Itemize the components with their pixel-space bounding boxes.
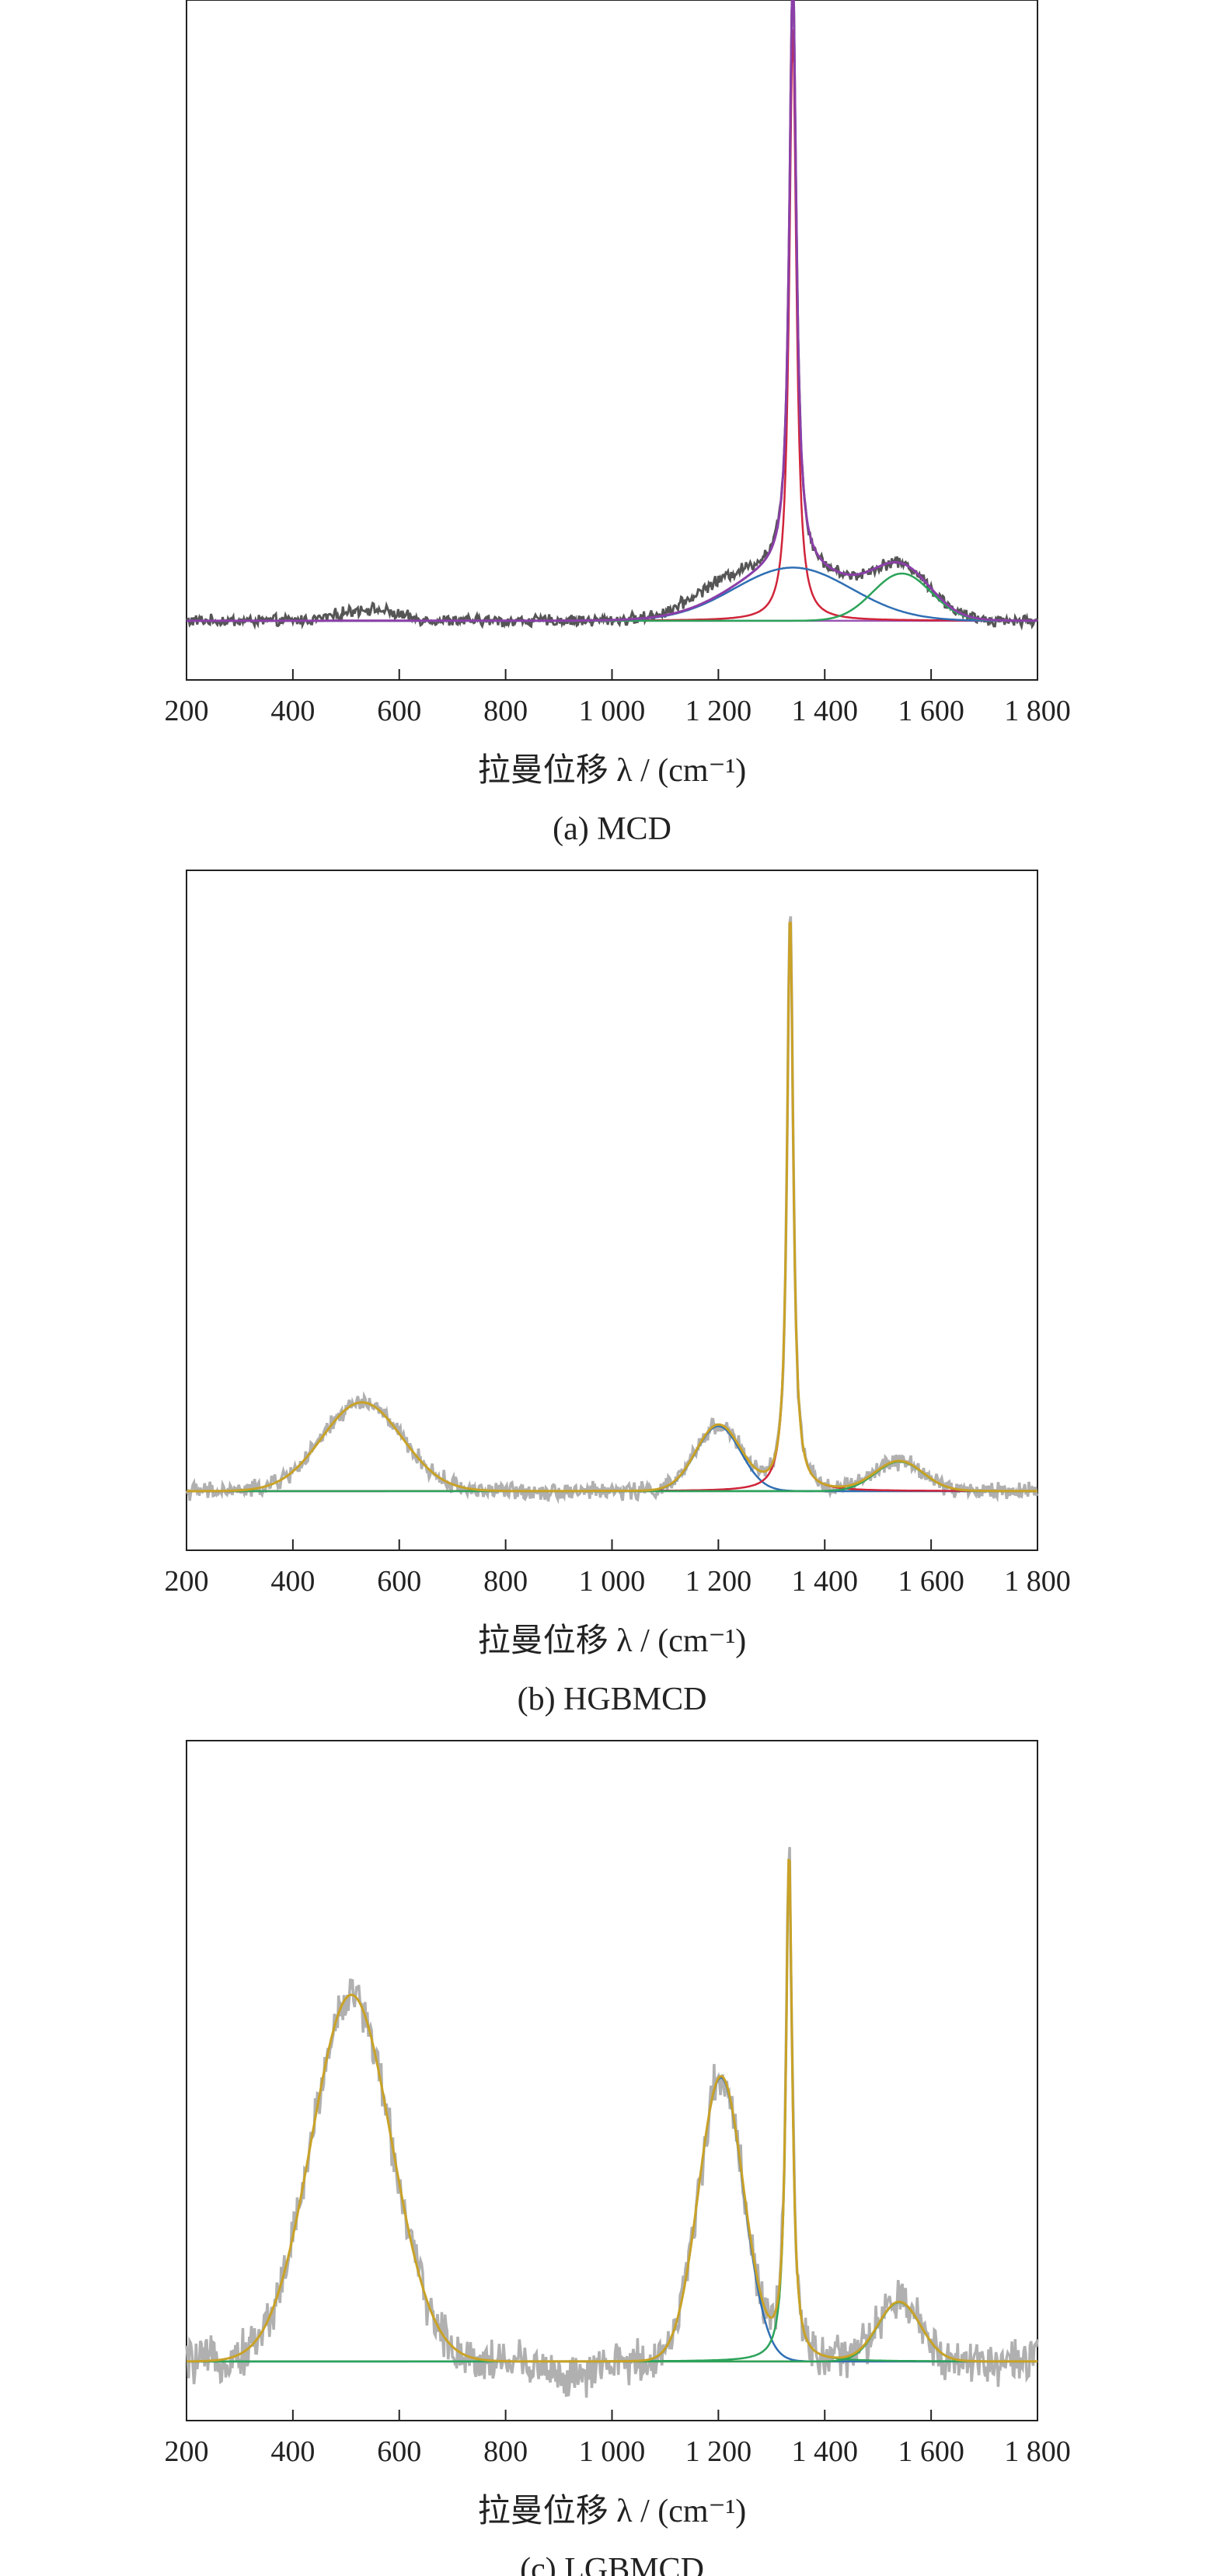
x-ticks: 200 400 600 800 1 000 1 200 1 400 1 600 1 800 [165,1539,1071,1598]
x-tick-label: 800 [483,2435,528,2468]
series-layer [185,0,1039,631]
x-tick-label: 400 [270,2435,315,2468]
x-tick-label: 600 [377,1565,421,1598]
x-tick-label: 1 600 [898,695,964,727]
x-tick-label: 1 200 [685,1565,752,1598]
x-tick-label: 800 [483,695,528,727]
panel-caption: (a) MCD [553,811,671,847]
x-tick-label: 600 [377,2435,421,2468]
x-tick-label: 600 [377,695,421,727]
x-tick-label: 1 800 [1004,695,1071,727]
component-peak-3 [187,922,1037,1493]
x-tick-label: 1 000 [579,2435,646,2468]
component-peak-1 [187,1993,1037,2363]
x-tick-label: 1 000 [579,1565,646,1598]
component-peak-1 [187,29,1037,622]
x-tick-label: 1 200 [685,2435,752,2468]
chart-panel-c: 200 400 600 800 1 000 1 200 1 400 1 600 1 800 拉曼… [165,1740,1071,2576]
fit-envelope-line [187,922,1037,1493]
x-tick-label: 400 [270,695,315,727]
x-tick-label: 200 [165,2435,209,2468]
plot-frame [186,0,1038,681]
x-tick-label: 1 400 [792,2435,859,2468]
x-tick-label: 1 600 [898,2435,964,2468]
x-tick-label: 1 000 [579,695,646,727]
measured-spectrum-line [185,916,1039,1504]
x-tick-label: 1 600 [898,1565,964,1598]
chart-panel-b: 200 400 600 800 1 000 1 200 1 400 1 600 1 800 拉曼… [165,870,1071,1717]
fit-envelope-line [187,0,1037,622]
x-axis-label: 拉曼位移 λ / (cm⁻¹) [478,752,747,789]
x-axis-label: 拉曼位移 λ / (cm⁻¹) [478,2493,747,2529]
x-tick-label: 1 800 [1004,1565,1071,1598]
x-tick-label: 1 400 [792,695,859,727]
x-axis-label: 拉曼位移 λ / (cm⁻¹) [478,1623,747,1659]
x-tick-label: 400 [270,1565,315,1598]
measured-spectrum-line [185,0,1039,631]
x-tick-label: 1 800 [1004,2435,1071,2468]
series-layer [185,916,1039,1504]
chart-panel-a: 200 400 600 800 1 000 1 200 1 400 1 600 1 800 拉曼… [165,0,1071,847]
series-layer [185,1846,1039,2398]
x-tick-label: 1 200 [685,695,752,727]
x-tick-label: 800 [483,1565,528,1598]
panel-caption: (b) HGBMCD [518,1682,707,1717]
x-tick-label: 1 400 [792,1565,859,1598]
panel-caption: (c) LGBMCD [520,2552,704,2576]
x-tick-label: 200 [165,1565,209,1598]
x-tick-label: 200 [165,695,209,727]
fit-envelope-line [187,1858,1037,2363]
x-ticks: 200 400 600 800 1 000 1 200 1 400 1 600 1 800 [165,669,1071,727]
x-ticks: 200 400 600 800 1 000 1 200 1 400 1 600 1 800 [165,2410,1071,2468]
